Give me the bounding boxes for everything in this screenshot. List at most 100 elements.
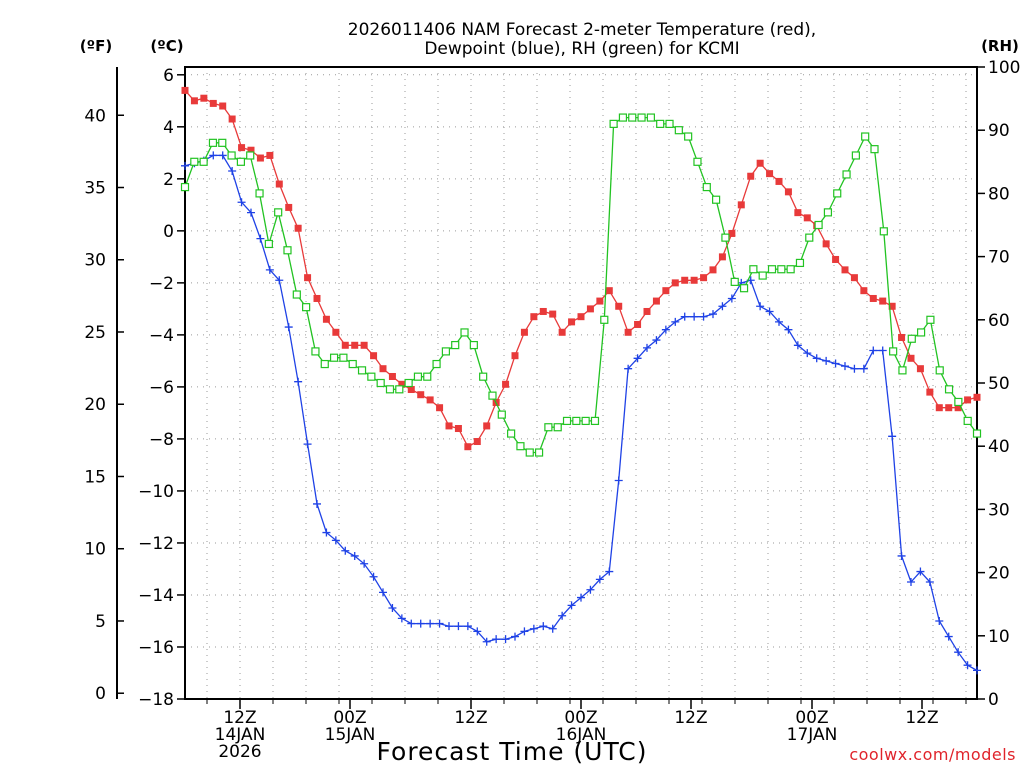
rh-point [702, 182, 711, 192]
rh-point [441, 347, 450, 356]
temperature-point [332, 328, 340, 336]
temperature-point [209, 99, 217, 107]
rh-tick-label: 50 [988, 374, 1010, 394]
rh-point [758, 271, 767, 280]
dewpoint-point [652, 336, 661, 345]
rh-point [926, 315, 935, 324]
temperature-point [747, 172, 755, 180]
dewpoint-point [379, 588, 387, 597]
series-layer [180, 86, 982, 675]
dewpoint-point [209, 151, 218, 160]
temperature-point [964, 396, 972, 404]
rh-point [292, 290, 301, 299]
celsius-tick-label: −12 [138, 534, 174, 554]
dewpoint-point [435, 619, 444, 628]
celsius-tick-label: 0 [163, 222, 174, 242]
temperature-point [728, 229, 736, 237]
temperature-point [737, 201, 745, 209]
temperature-point [860, 287, 868, 295]
dewpoint-point [699, 312, 708, 321]
rh-point [823, 208, 833, 217]
x-tick-label: 00Z [795, 708, 828, 728]
temperature-point [700, 274, 708, 282]
rh-point [180, 182, 190, 192]
rh-point [581, 416, 590, 426]
rh-point [972, 429, 982, 438]
rh-point [469, 340, 478, 350]
temperature-point [228, 115, 236, 123]
rh-point [637, 113, 646, 122]
rh-point [385, 385, 395, 394]
temperature-point [313, 294, 321, 302]
x-tick-label: 14JAN [215, 725, 266, 745]
temperature-point [341, 341, 349, 349]
rh-point [693, 157, 702, 166]
temperature-point [586, 305, 594, 313]
temperature-point [766, 170, 774, 178]
temperature-point [643, 307, 651, 315]
rh-point [329, 353, 339, 362]
rh-point [795, 258, 805, 268]
rh-point [413, 372, 423, 381]
dewpoint-point [624, 364, 633, 373]
rh-tick-label: 80 [988, 184, 1010, 204]
rh-point [674, 126, 683, 135]
rh-tick-label: 70 [988, 248, 1010, 268]
rh-point [656, 119, 665, 128]
dewpoint-point [963, 661, 972, 670]
x-tick-label: 12Z [674, 708, 707, 728]
temperature-point [417, 391, 425, 399]
rh-point [507, 429, 516, 438]
dewpoint-point [907, 577, 915, 586]
rh-point [283, 246, 292, 255]
dewpoint-point [341, 546, 350, 555]
temperature-point [850, 274, 858, 282]
rh-point [721, 233, 730, 242]
fahrenheit-tick-label: 0 [95, 684, 106, 704]
dewpoint-point [577, 593, 585, 602]
dewpoint-point [463, 622, 472, 631]
celsius-tick-label: 4 [163, 118, 174, 138]
celsius-tick-label: −2 [149, 274, 174, 294]
rh-point [460, 328, 469, 337]
temperature-point [879, 297, 887, 305]
dewpoint-point [388, 603, 397, 612]
rh-tick-label: 20 [988, 564, 1010, 584]
temperature-point [539, 307, 547, 315]
celsius-tick-label: −18 [138, 690, 174, 710]
fahrenheit-unit-label: (ºF) [80, 37, 112, 55]
rh-point [404, 378, 413, 388]
rh-tick-label: 30 [988, 500, 1010, 520]
temperature-point [681, 276, 689, 284]
temperature-point [502, 380, 510, 388]
rh-point [423, 372, 432, 381]
fahrenheit-tick-label: 25 [84, 323, 106, 343]
dewpoint-point [265, 265, 274, 274]
fahrenheit-tick-label: 20 [84, 395, 106, 415]
temperature-point [803, 214, 811, 222]
dewpoint-point [690, 312, 699, 321]
temperature-point [794, 209, 802, 217]
rh-point [227, 151, 236, 160]
temperature-point [926, 388, 934, 396]
dewpoint-point [397, 614, 406, 623]
dewpoint-point [841, 362, 849, 371]
dewpoint-point [539, 622, 548, 631]
temperature-point [756, 159, 764, 167]
temperature-point [190, 97, 198, 105]
rh-point [302, 303, 311, 312]
celsius-tick-label: −14 [138, 586, 174, 606]
dewpoint-point [426, 619, 435, 628]
rh-point [684, 132, 693, 141]
rh-point [935, 366, 944, 375]
rh-point [898, 366, 907, 375]
rh-point [376, 378, 385, 388]
dewpoint-point [181, 161, 189, 170]
dewpoint-point [247, 208, 255, 217]
rh-tick-label: 60 [988, 311, 1010, 331]
temperature-point [832, 255, 840, 263]
x-tick-label: 00Z [564, 708, 597, 728]
series-rh [180, 113, 982, 457]
rh-point [562, 416, 572, 426]
rh-point [553, 423, 562, 432]
